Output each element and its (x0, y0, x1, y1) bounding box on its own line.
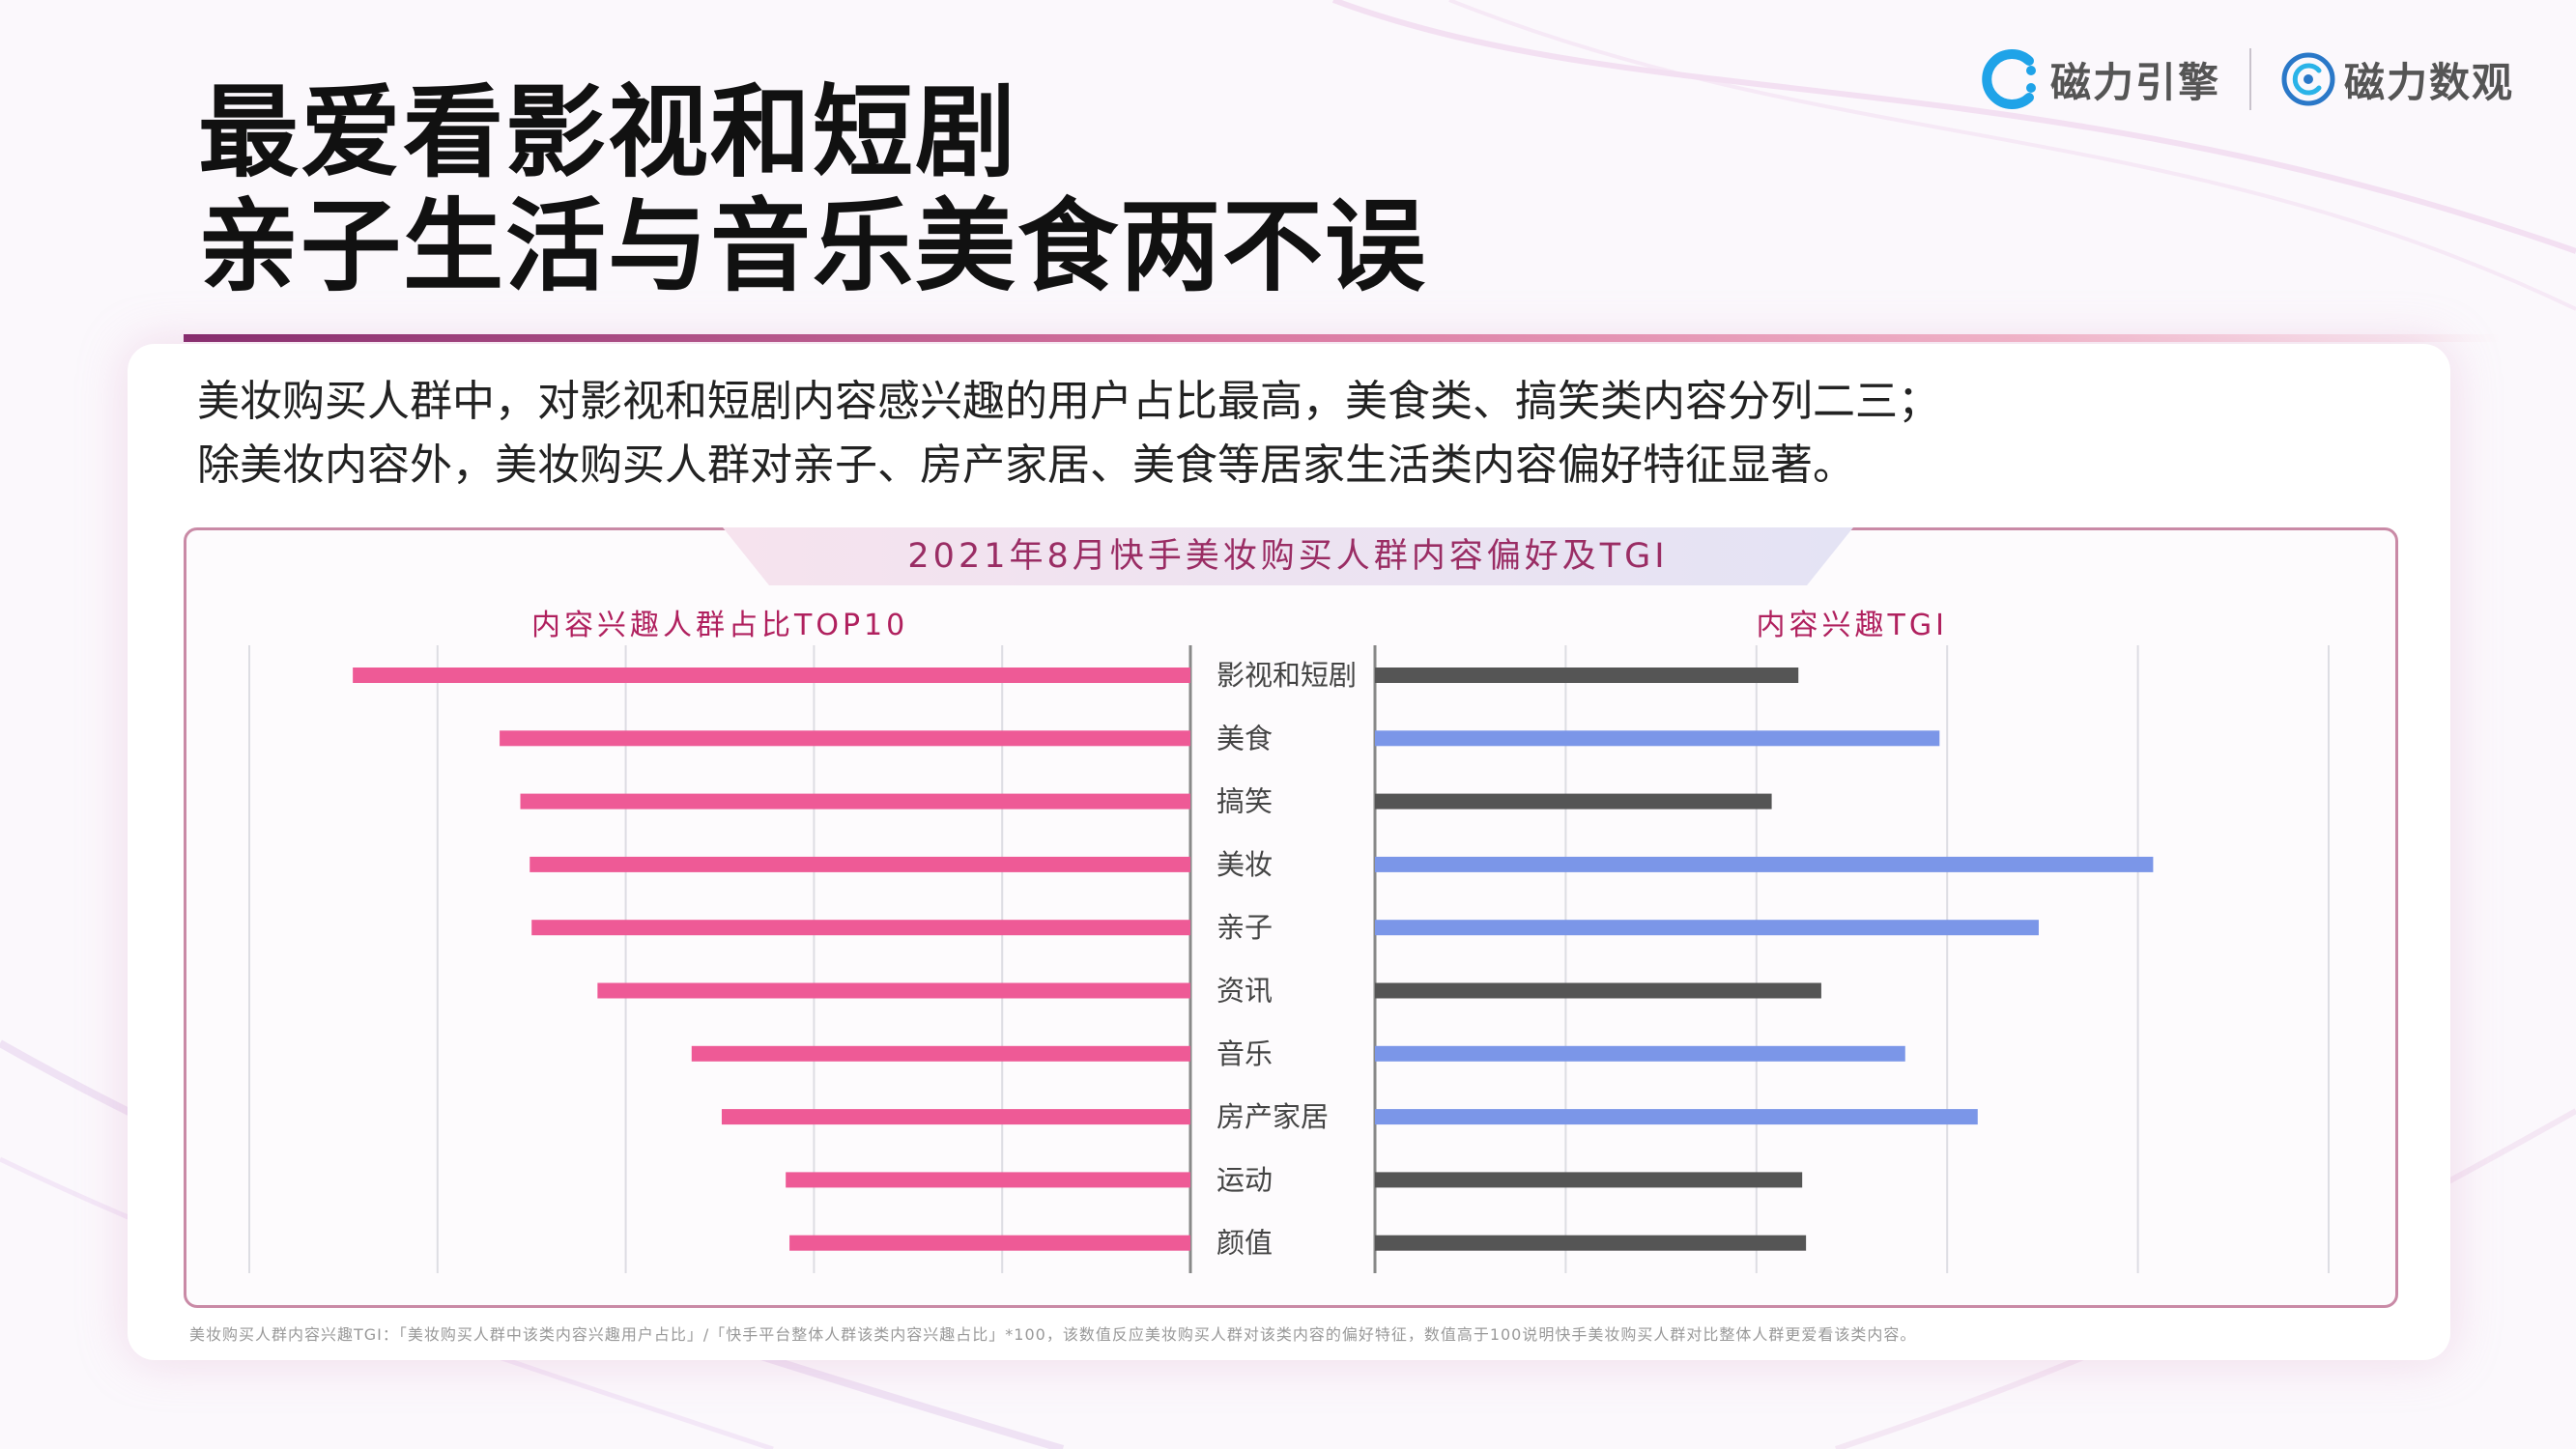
footnote: 美妆购买人群内容兴趣TGI：「美妆购买人群中该类内容兴趣用户占比」/「快手平台整… (189, 1325, 1917, 1344)
summary-line1: 美妆购买人群中，对影视和短剧内容感兴趣的用户占比最高，美食类、搞笑类内容分列二三… (197, 377, 1940, 426)
left-bar (531, 920, 1190, 936)
left-bar (786, 1172, 1190, 1188)
right-bar (1375, 668, 1799, 683)
brand-logo-2-text: 磁力数观 (2343, 58, 2514, 106)
left-bar (530, 856, 1190, 872)
left-bar (597, 982, 1190, 999)
title-underline (184, 334, 2503, 342)
summary-text: 美妆购买人群中，对影视和短剧内容感兴趣的用户占比最高，美食类、搞笑类内容分列二三… (197, 370, 1940, 497)
right-bar (1375, 1172, 1803, 1188)
category-label: 影视和短剧 (1216, 659, 1357, 692)
right-bar (1375, 856, 2154, 872)
chart-frame (184, 527, 2398, 1308)
right-bar (1375, 730, 1940, 747)
right-bar (1375, 1045, 1905, 1062)
category-label: 房产家居 (1216, 1100, 1329, 1133)
right-bar (1375, 920, 2039, 936)
right-bar (1375, 1109, 1978, 1125)
left-bar (721, 1109, 1190, 1125)
left-bar (691, 1045, 1190, 1062)
brand-logo-2: 磁力数观 (2280, 50, 2514, 109)
left-bar (353, 668, 1190, 683)
brand-logo-1: 磁力引擎 (1979, 47, 2220, 111)
brand-logo-1-text: 磁力引擎 (2049, 58, 2220, 106)
left-bar (500, 730, 1190, 747)
left-bar (789, 1235, 1190, 1251)
chart-title-banner (723, 527, 1853, 585)
category-label: 音乐 (1216, 1037, 1273, 1070)
page-title-line1: 最爱看影视和短剧 (198, 73, 1018, 191)
right-bar (1375, 982, 1821, 999)
category-label: 资讯 (1216, 975, 1273, 1008)
summary-line2: 除美妆内容外，美妆购买人群对亲子、房产家居、美食等居家生活类内容偏好特征显著。 (197, 440, 1855, 490)
category-label: 亲子 (1216, 911, 1273, 944)
page-title: 最爱看影视和短剧 亲子生活与音乐美食两不误 (198, 75, 1427, 303)
category-label: 运动 (1216, 1163, 1273, 1196)
left-panel-label: 内容兴趣人群占比TOP10 (531, 609, 909, 642)
c-arc-logo-icon (1982, 49, 2036, 109)
right-panel-label: 内容兴趣TGI (1756, 609, 1948, 642)
logo-divider (2248, 48, 2251, 110)
category-label: 美妆 (1216, 848, 1273, 881)
chart-title: 2021年8月快手美妆购买人群内容偏好及TGI (907, 537, 1669, 576)
category-label: 搞笑 (1216, 785, 1273, 818)
category-label: 美食 (1216, 722, 1273, 754)
brand-logos: 磁力引擎 磁力数观 (1979, 41, 2514, 118)
concentric-circle-logo-icon (2281, 52, 2335, 106)
page-title-line2: 亲子生活与音乐美食两不误 (198, 187, 1428, 305)
right-bar (1375, 1235, 1807, 1251)
left-bar (520, 793, 1190, 810)
right-bar (1375, 793, 1772, 810)
category-label: 颜值 (1216, 1227, 1273, 1260)
